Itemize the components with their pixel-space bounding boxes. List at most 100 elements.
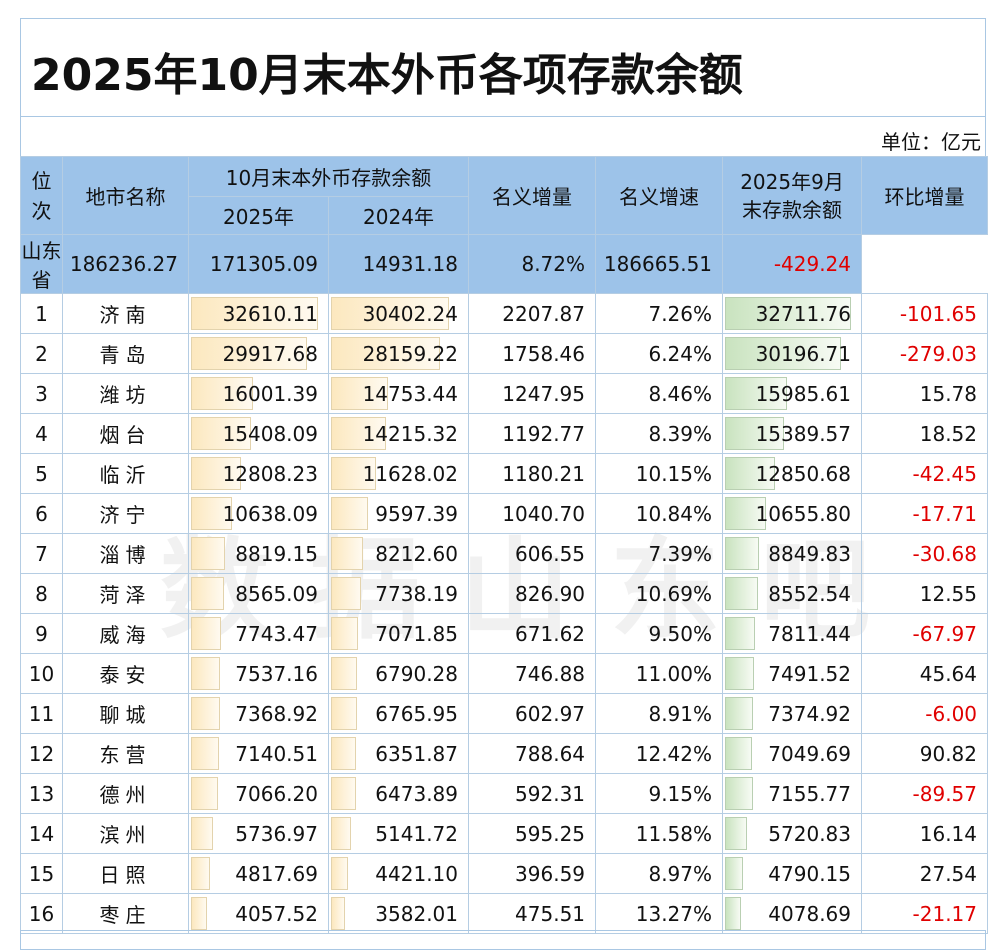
- row-growth: 9.50%: [595, 613, 724, 654]
- row-sep: 7374.92: [722, 693, 863, 734]
- header-sep-label: 2025年9月末存款余额: [740, 169, 844, 222]
- row-increase: 606.55: [468, 533, 597, 574]
- row-increase: 396.59: [468, 853, 597, 894]
- row-sep: 7811.44: [722, 613, 863, 654]
- row-growth: 8.97%: [595, 853, 724, 894]
- row-sep: 7049.69: [722, 733, 863, 774]
- row-2024: 6790.28: [327, 653, 470, 694]
- row-city: 青岛: [62, 333, 189, 374]
- header-sep: 2025年9月末存款余额: [722, 156, 863, 235]
- row-2024-value: 14753.44: [362, 381, 459, 406]
- row-rank: 13: [20, 773, 63, 814]
- row-mom: 45.64: [861, 653, 988, 694]
- row-2025-value: 12808.23: [222, 461, 318, 486]
- row-2024: 11628.02: [327, 453, 470, 494]
- row-2024-value: 9597.39: [375, 501, 459, 526]
- data-bar: [725, 377, 788, 410]
- row-rank: 9: [20, 613, 63, 654]
- row-2025: 12808.23: [188, 453, 329, 494]
- data-bar: [191, 577, 224, 610]
- row-increase: 1040.70: [468, 493, 597, 534]
- row-2024-value: 30402.24: [362, 301, 459, 326]
- row-2025: 7066.20: [188, 773, 329, 814]
- row-2024: 28159.22: [327, 333, 470, 374]
- row-rank: 4: [20, 413, 63, 454]
- row-growth: 8.46%: [595, 373, 724, 414]
- row-rank: 1: [20, 293, 63, 334]
- table-row: 7 淄博 8819.15 8212.60 606.55 7.39% 8849.83 -30.6…: [20, 533, 988, 574]
- data-bar: [725, 337, 842, 370]
- data-bar: [331, 497, 368, 530]
- row-city: 菏泽: [62, 573, 189, 614]
- data-bar: [725, 497, 767, 530]
- header-mom: 环比增量: [861, 156, 988, 235]
- row-2024-value: 11628.02: [362, 461, 459, 486]
- row-increase: 2207.87: [468, 293, 597, 334]
- row-2025: 7537.16: [188, 653, 329, 694]
- data-bar: [331, 297, 449, 330]
- data-bar: [725, 857, 744, 890]
- row-rank: 2: [20, 333, 63, 374]
- row-city: 烟台: [62, 413, 189, 454]
- row-rank: 16: [20, 893, 63, 934]
- data-bar: [191, 457, 241, 490]
- data-bar: [191, 617, 221, 650]
- row-increase: 1192.77: [468, 413, 597, 454]
- page-title: 2025年10月末本外币各项存款余额: [31, 50, 743, 101]
- row-mom: -6.00: [861, 693, 988, 734]
- row-rank: 14: [20, 813, 63, 854]
- row-sep: 15985.61: [722, 373, 863, 414]
- header-2025: 2025年: [188, 196, 329, 235]
- data-bar: [725, 457, 776, 490]
- row-2024: 8212.60: [327, 533, 470, 574]
- row-increase: 671.62: [468, 613, 597, 654]
- row-sep-value: 7049.69: [768, 741, 852, 766]
- row-increase: 602.97: [468, 693, 597, 734]
- row-2024: 3582.01: [327, 893, 470, 934]
- row-city: 济宁: [62, 493, 189, 534]
- row-mom: -17.71: [861, 493, 988, 534]
- row-city: 日照: [62, 853, 189, 894]
- row-city: 德州: [62, 773, 189, 814]
- row-2024-value: 7071.85: [375, 621, 459, 646]
- table-row: 15 日照 4817.69 4421.10 396.59 8.97% 4790.15 27.5…: [20, 853, 988, 894]
- row-growth: 10.69%: [595, 573, 724, 614]
- row-mom: -21.17: [861, 893, 988, 934]
- row-sep: 8552.54: [722, 573, 863, 614]
- row-mom: 18.52: [861, 413, 988, 454]
- row-city: 淄博: [62, 533, 189, 574]
- row-2025: 4817.69: [188, 853, 329, 894]
- row-2025: 32610.11: [188, 293, 329, 334]
- row-2024-value: 6765.95: [375, 701, 459, 726]
- table-row: 4 烟台 15408.09 14215.32 1192.77 8.39% 15389.57 1…: [20, 413, 988, 454]
- row-2024-value: 14215.32: [362, 421, 459, 446]
- table-row: 6 济宁 10638.09 9597.39 1040.70 10.84% 10655.80-…: [20, 493, 988, 534]
- row-growth: 6.24%: [595, 333, 724, 374]
- data-bar: [725, 417, 785, 450]
- row-2025: 7140.51: [188, 733, 329, 774]
- table-row: 2 青岛 29917.68 28159.22 1758.46 6.24% 30196.71-…: [20, 333, 988, 374]
- data-bar: [191, 417, 251, 450]
- header-group: 10月末本外币存款余额: [187, 156, 470, 197]
- row-increase: 746.88: [468, 653, 597, 694]
- row-sep: 7491.52: [722, 653, 863, 694]
- province-name: 山东省: [20, 234, 63, 294]
- row-sep-value: 8552.54: [768, 581, 852, 606]
- row-sep-value: 7374.92: [768, 701, 852, 726]
- row-2025: 16001.39: [188, 373, 329, 414]
- row-sep-value: 15985.61: [755, 381, 852, 406]
- row-2024: 6765.95: [327, 693, 470, 734]
- row-growth: 10.15%: [595, 453, 724, 494]
- row-growth: 7.39%: [595, 533, 724, 574]
- data-bar: [191, 537, 225, 570]
- province-2024: 171305.09: [188, 234, 329, 294]
- province-increase: 14931.18: [327, 234, 470, 294]
- row-2024-value: 4421.10: [375, 861, 459, 886]
- row-sep: 7155.77: [722, 773, 863, 814]
- row-rank: 12: [20, 733, 63, 774]
- data-bar: [725, 897, 742, 930]
- row-sep: 30196.71: [722, 333, 863, 374]
- row-2025: 4057.52: [188, 893, 329, 934]
- row-2024-value: 7738.19: [375, 581, 459, 606]
- row-growth: 8.91%: [595, 693, 724, 734]
